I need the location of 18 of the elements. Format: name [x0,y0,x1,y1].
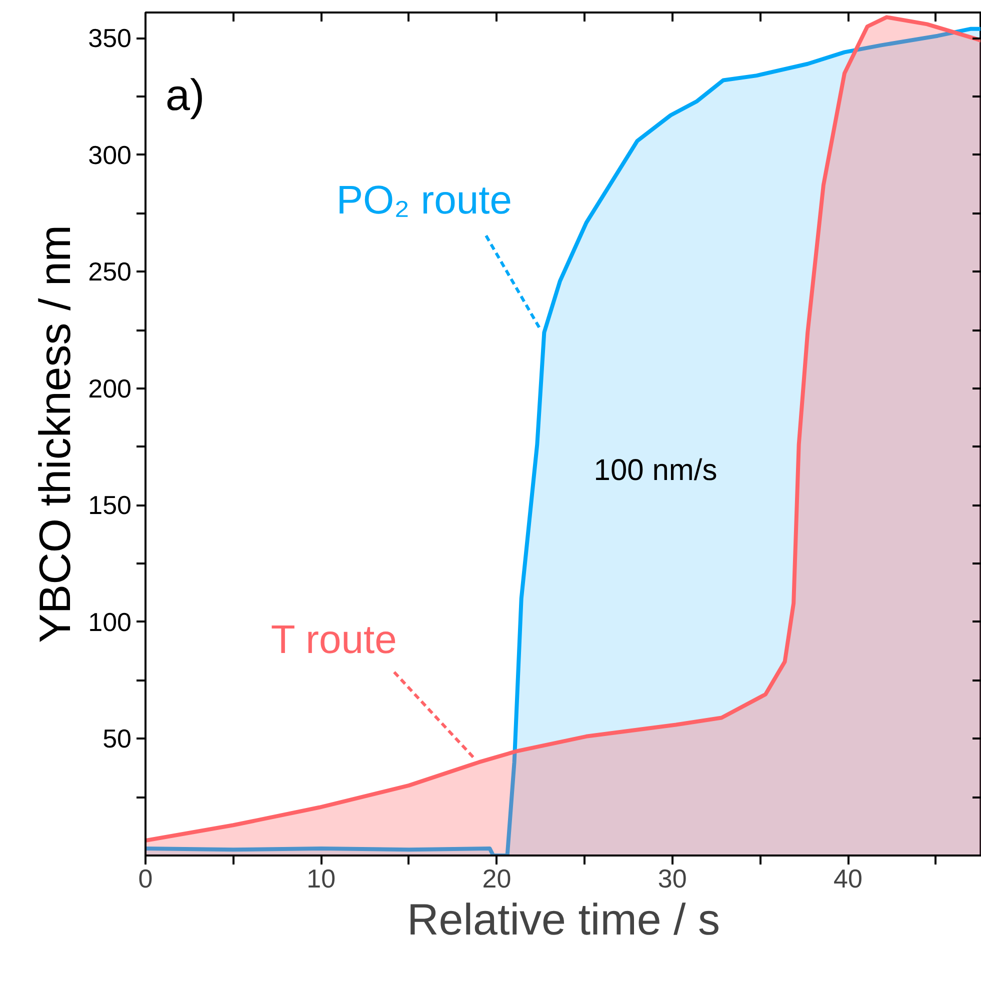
annotation: 100 nm/s [594,454,718,487]
annotation: a) [166,71,205,120]
y-axis-title: YBCO thickness / nm [31,224,80,644]
y-tick-label: 100 [88,606,132,637]
x-tick-label: 10 [306,864,336,894]
x-tick-label: 30 [658,864,687,894]
series-label: PO₂ route [336,178,512,222]
x-tick-label: 20 [482,864,512,894]
y-tick-label: 300 [88,140,132,170]
y-tick-label: 50 [102,724,132,754]
y-tick-label: 250 [88,256,132,287]
y-tick-label: 200 [88,373,132,404]
text: T route [270,618,397,662]
y-tick-label: 150 [88,490,132,520]
x-tick-label: 40 [834,864,862,894]
x-axis-title: Relative time / s [407,896,720,944]
x-tick-label: 0 [138,864,153,894]
y-tick-label: 350 [88,23,132,54]
